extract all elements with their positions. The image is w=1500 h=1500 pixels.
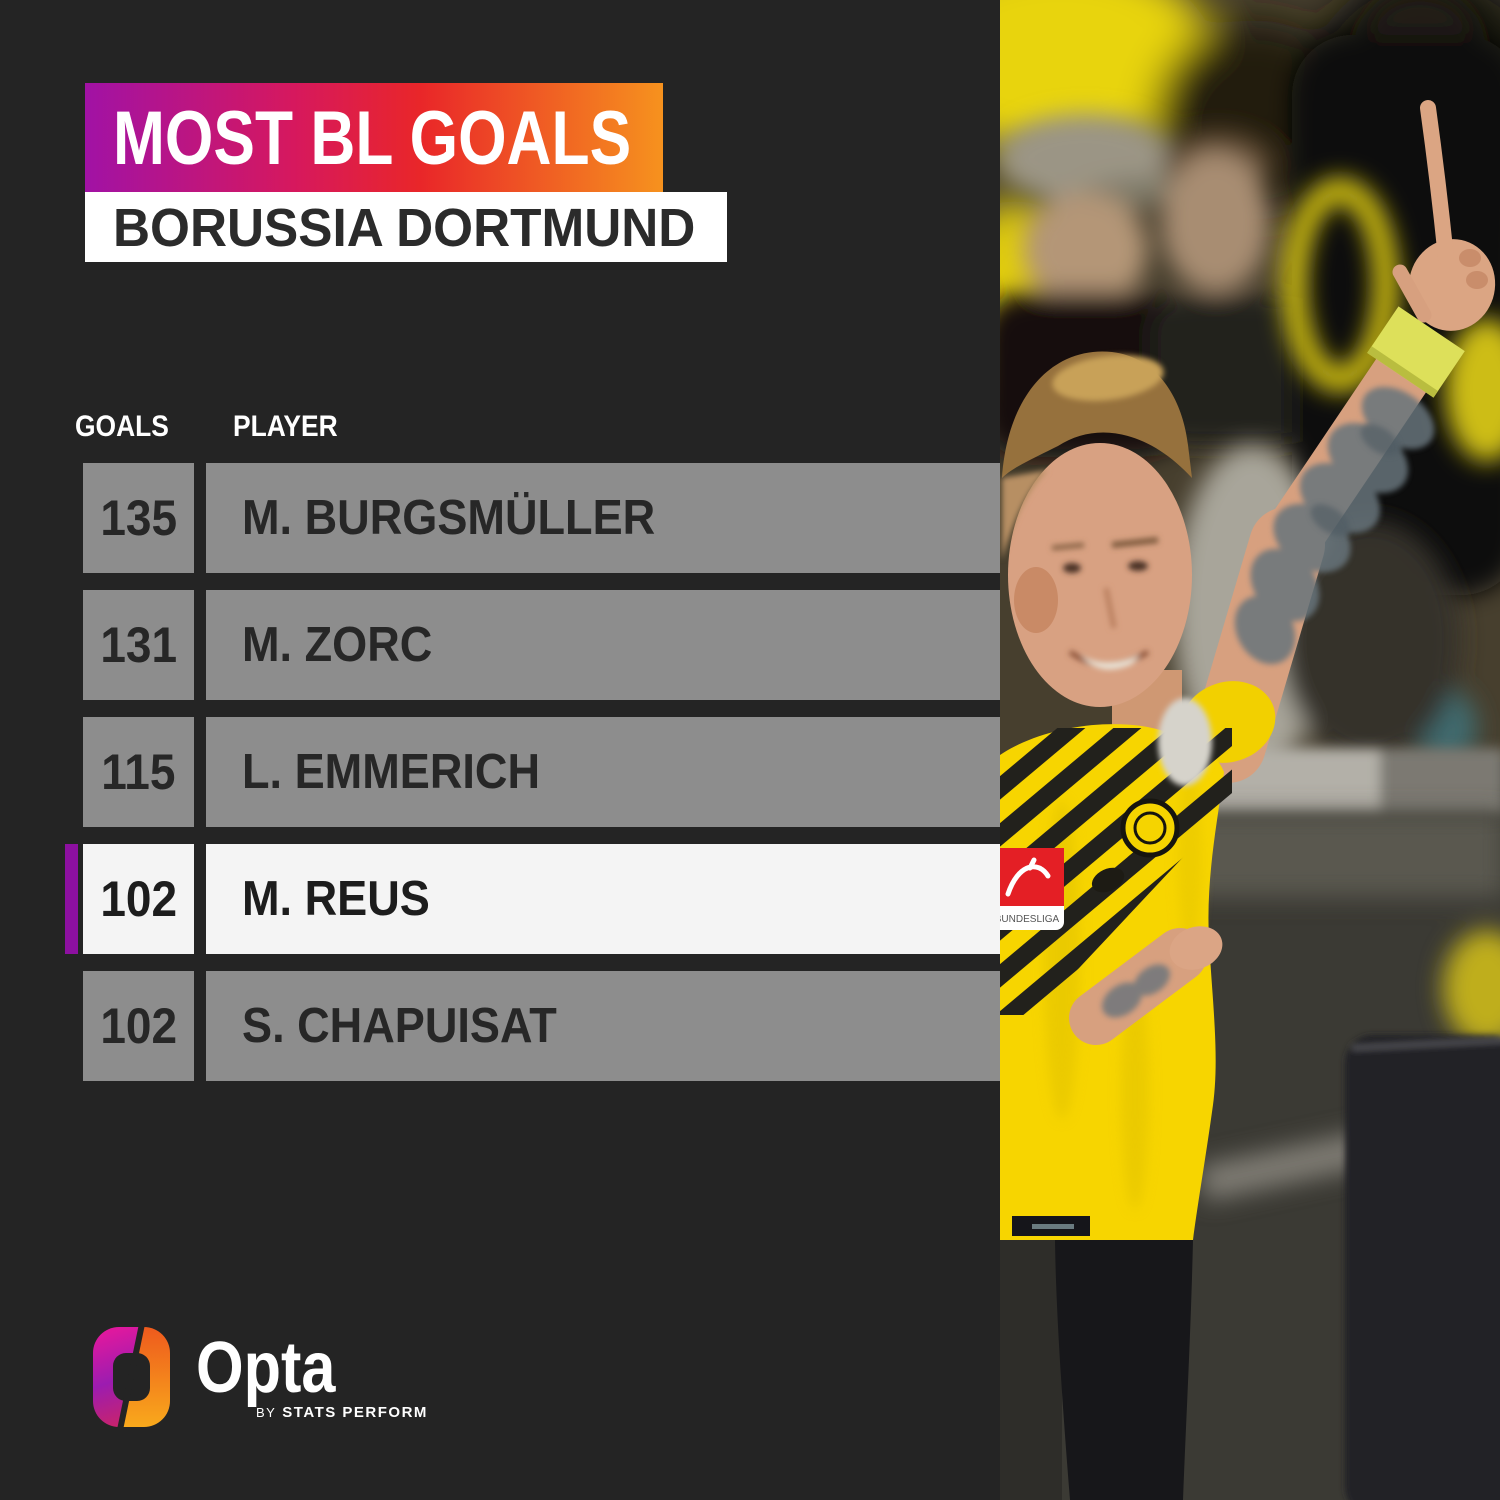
player-photo: BUNDESLIGA — [1000, 0, 1500, 1500]
photo-shorts — [1055, 1240, 1193, 1500]
opta-byline: BY STATS PERFORM — [256, 1404, 428, 1422]
subtitle-banner: BORUSSIA DORTMUND — [85, 192, 727, 262]
column-header-player: PLAYER — [233, 410, 338, 443]
photo-jersey: BUNDESLIGA — [1000, 681, 1276, 1240]
table-row-highlighted: 102 M. REUS — [65, 844, 1000, 954]
table-row: 115 L. EMMERICH — [83, 717, 1000, 827]
table-row: 135 M. BURGSMÜLLER — [83, 463, 1000, 573]
goals-value: 135 — [83, 463, 194, 573]
puma-logo-icon — [1091, 867, 1125, 893]
column-header-goals: GOALS — [75, 410, 169, 443]
highlight-accent-bar — [65, 844, 78, 954]
player-name: M. BURGSMÜLLER — [206, 463, 1000, 573]
bvb-crest-icon — [1120, 798, 1180, 858]
photo-player-head — [1002, 351, 1192, 765]
player-name: M. ZORC — [206, 590, 1000, 700]
table-row: 131 M. ZORC — [83, 590, 1000, 700]
page-title: MOST BL GOALS — [113, 96, 632, 181]
bundesliga-patch: BUNDESLIGA — [1000, 848, 1064, 930]
svg-text:BUNDESLIGA: BUNDESLIGA — [1000, 914, 1060, 925]
opta-wordmark: Opta — [196, 1328, 336, 1408]
byline-prefix: BY — [256, 1405, 277, 1420]
table-row: 102 S. CHAPUISAT — [83, 971, 1000, 1081]
page-subtitle: BORUSSIA DORTMUND — [113, 198, 696, 258]
player-name: M. REUS — [206, 844, 1000, 954]
goals-value: 102 — [83, 971, 194, 1081]
title-banner: MOST BL GOALS — [85, 83, 663, 192]
goals-value: 115 — [83, 717, 194, 827]
opta-logo-icon — [93, 1327, 170, 1427]
goals-value: 102 — [83, 844, 194, 954]
photo-player-figure: BUNDESLIGA — [1000, 100, 1496, 1500]
player-name: L. EMMERICH — [206, 717, 1000, 827]
byline-text: STATS PERFORM — [282, 1404, 428, 1421]
player-name: S. CHAPUISAT — [206, 971, 1000, 1081]
photo-cross-arm — [1069, 926, 1223, 1045]
goals-value: 131 — [83, 590, 194, 700]
